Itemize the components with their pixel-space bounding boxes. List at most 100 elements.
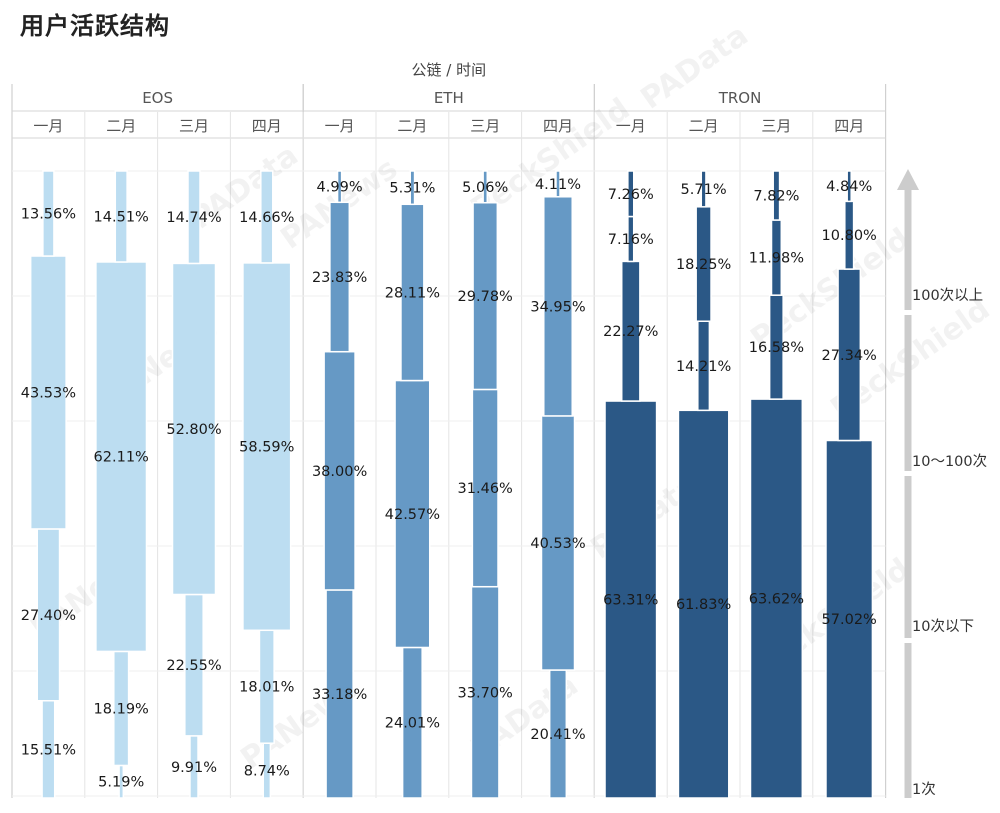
month-header: 四月	[252, 117, 282, 135]
data-label: 18.19%	[94, 701, 149, 717]
data-label: 58.59%	[239, 440, 294, 456]
data-label: 18.01%	[239, 680, 294, 696]
month-header: 二月	[397, 117, 427, 135]
data-label: 15.51%	[21, 742, 76, 758]
legend-label: 10次以下	[912, 618, 974, 635]
bar-segment	[482, 170, 489, 204]
legend-separator	[902, 471, 914, 476]
bar-segment	[472, 201, 499, 391]
data-label: 38.00%	[312, 464, 367, 480]
data-label: 29.78%	[458, 289, 513, 305]
data-label: 5.19%	[98, 775, 144, 791]
legend-separator	[902, 310, 914, 315]
data-label: 42.57%	[385, 507, 440, 523]
data-label: 33.18%	[312, 687, 367, 703]
bar-segment	[543, 196, 573, 417]
bars	[29, 170, 874, 799]
bar-segment	[42, 170, 55, 257]
legend: 100次以上 10～100次 10次以下 1次	[897, 169, 987, 798]
data-label: 57.02%	[822, 612, 877, 628]
data-label: 33.70%	[458, 685, 513, 701]
bar-segment	[260, 170, 274, 264]
chart-grid	[11, 84, 887, 798]
data-label: 14.21%	[676, 359, 731, 375]
bar-segment	[409, 170, 416, 206]
data-label: 27.34%	[822, 348, 877, 364]
data-label: 10.80%	[822, 228, 877, 244]
bar-segment	[323, 350, 356, 591]
data-label: 63.62%	[749, 592, 804, 608]
data-label: 5.06%	[462, 180, 508, 196]
data-label: 16.58%	[749, 340, 804, 356]
data-label: 34.95%	[530, 299, 585, 315]
data-label: 14.51%	[94, 209, 149, 225]
bar-segment	[471, 388, 499, 588]
data-label: 31.46%	[458, 481, 513, 497]
data-label: 4.99%	[317, 180, 363, 196]
data-label: 22.27%	[603, 324, 658, 340]
legend-label: 10～100次	[912, 453, 987, 470]
data-label: 22.55%	[166, 658, 221, 674]
page-title: 用户活跃结构	[20, 12, 170, 40]
data-label: 4.11%	[535, 177, 581, 193]
arrow-up-icon	[897, 169, 919, 190]
data-label: 8.74%	[244, 764, 290, 780]
data-label: 14.74%	[166, 210, 221, 226]
data-label: 28.11%	[385, 285, 440, 301]
month-header: 三月	[470, 117, 500, 135]
legend-label: 100次以上	[912, 287, 983, 304]
bar-segment	[825, 439, 874, 799]
data-label: 18.25%	[676, 257, 731, 273]
legend-label: 1次	[912, 781, 936, 798]
month-header: 三月	[761, 117, 791, 135]
data-label: 23.83%	[312, 270, 367, 286]
bar-segment	[604, 400, 658, 799]
data-label: 43.53%	[21, 385, 76, 401]
bar-segment	[187, 170, 201, 265]
month-header: 四月	[834, 117, 864, 135]
month-header: 一月	[33, 117, 63, 135]
group-header-eos: EOS	[142, 89, 173, 107]
data-label: 7.82%	[753, 189, 799, 205]
data-label: 13.56%	[21, 207, 76, 223]
data-label: 40.53%	[530, 536, 585, 552]
data-label: 61.83%	[676, 597, 731, 613]
month-header: 一月	[325, 117, 355, 135]
data-label: 20.41%	[530, 727, 585, 743]
data-label: 11.98%	[749, 251, 804, 267]
bar-segment	[846, 170, 852, 203]
bar-segment	[749, 398, 804, 799]
month-header: 三月	[179, 117, 209, 135]
data-label: 5.71%	[681, 182, 727, 198]
bar-segment	[700, 170, 707, 208]
bar-segment	[540, 415, 576, 671]
chart-header: 公链 / 时间 EOS ETH TRON 一月 二月 三月 四月 一月 二月 三月 四月 一月 二月 三月 四…	[33, 61, 864, 135]
month-header: 二月	[689, 117, 719, 135]
bar-segment	[95, 261, 148, 653]
bar-segment	[772, 170, 781, 221]
data-label: 7.26%	[608, 187, 654, 203]
data-label: 9.91%	[171, 760, 217, 776]
bar-segment	[114, 170, 128, 263]
data-label: 5.31%	[389, 181, 435, 197]
bar-segment	[627, 170, 635, 218]
bar-segment	[555, 170, 561, 198]
group-header-eth: ETH	[434, 89, 464, 107]
bar-segment	[336, 170, 343, 204]
bar-segment	[677, 409, 730, 799]
month-header: 二月	[106, 117, 136, 135]
header-label: 公链 / 时间	[412, 61, 487, 79]
data-label: 52.80%	[166, 422, 221, 438]
bar-segment	[325, 589, 354, 799]
data-label: 63.31%	[603, 593, 658, 609]
month-header: 一月	[616, 117, 646, 135]
data-label: 4.84%	[826, 179, 872, 195]
bar-segment	[394, 379, 431, 649]
data-label: 7.16%	[608, 232, 654, 248]
legend-separator	[902, 638, 914, 643]
data-labels: 15.51% 27.40% 43.53% 13.56% 5.19% 18.19% 62.11…	[21, 177, 877, 791]
data-label: 24.01%	[385, 716, 440, 732]
data-label: 62.11%	[94, 450, 149, 466]
group-header-tron: TRON	[718, 89, 762, 107]
